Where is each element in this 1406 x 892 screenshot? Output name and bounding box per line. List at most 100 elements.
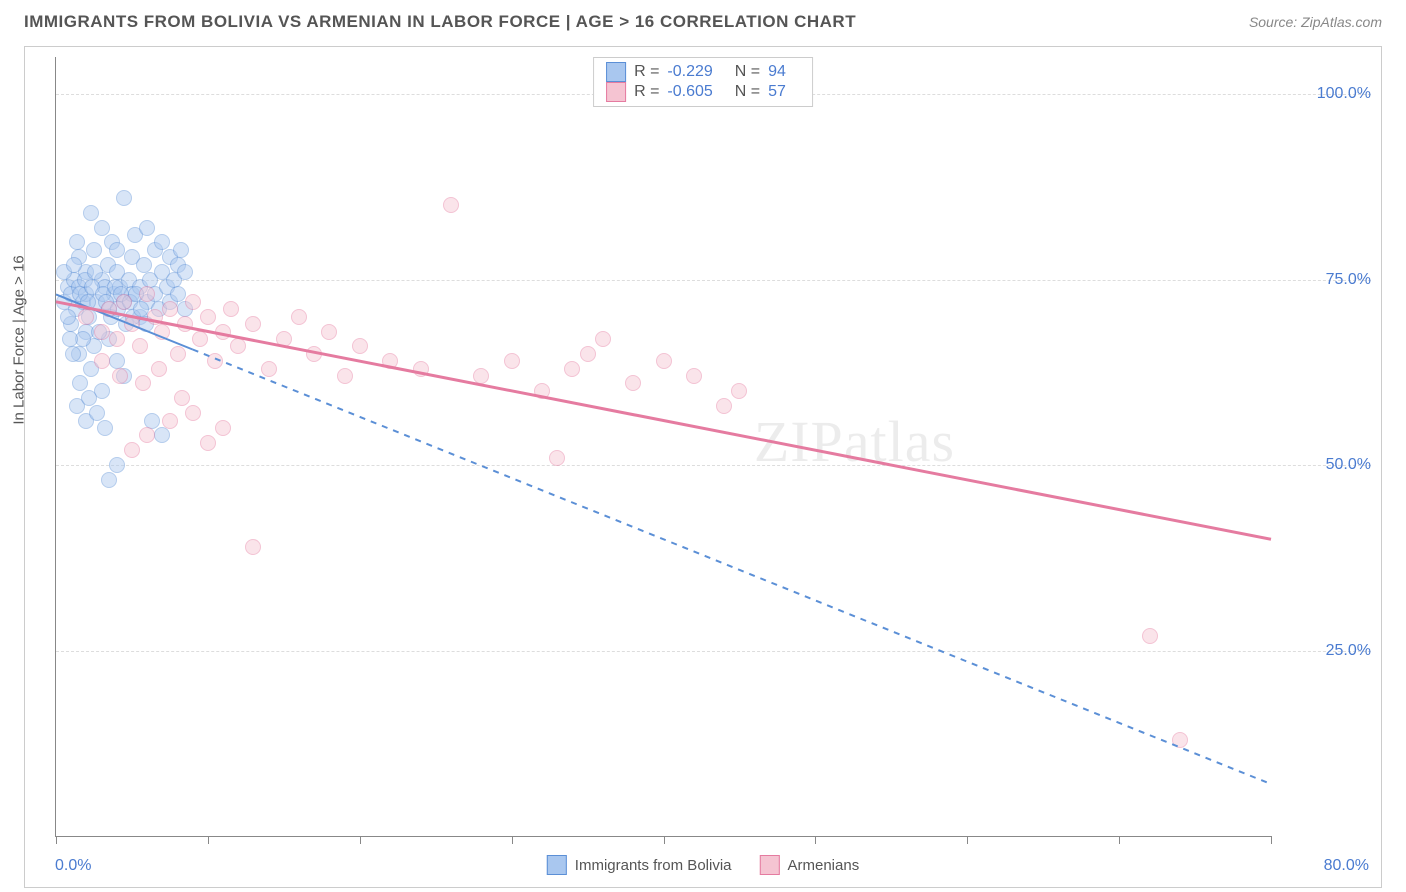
scatter-point: [147, 309, 163, 325]
scatter-point: [65, 346, 81, 362]
scatter-point: [413, 361, 429, 377]
stat-value: 94: [768, 63, 786, 81]
y-tick-label: 75.0%: [1326, 271, 1371, 289]
legend-row: R = -0.229 N = 94: [606, 62, 800, 82]
scatter-point: [60, 309, 76, 325]
stat-label: N =: [735, 63, 760, 81]
scatter-point: [534, 383, 550, 399]
scatter-point: [1142, 628, 1158, 644]
scatter-point: [86, 242, 102, 258]
plot-area: ZIPatlas 25.0%50.0%75.0%100.0%: [55, 57, 1271, 837]
x-tick: [512, 836, 513, 844]
scatter-point: [207, 353, 223, 369]
x-tick-label: 0.0%: [55, 857, 91, 875]
header: IMMIGRANTS FROM BOLIVIA VS ARMENIAN IN L…: [0, 0, 1406, 40]
scatter-point: [174, 390, 190, 406]
x-tick: [56, 836, 57, 844]
swatch-icon: [606, 82, 626, 102]
scatter-point: [656, 353, 672, 369]
stat-label: R =: [634, 63, 659, 81]
legend-bottom: Immigrants from Bolivia Armenians: [547, 855, 859, 875]
scatter-point: [185, 405, 201, 421]
scatter-point: [94, 324, 110, 340]
swatch-icon: [606, 62, 626, 82]
scatter-point: [72, 375, 88, 391]
scatter-point: [215, 324, 231, 340]
scatter-point: [306, 346, 322, 362]
scatter-point: [177, 264, 193, 280]
scatter-point: [223, 301, 239, 317]
scatter-point: [112, 368, 128, 384]
scatter-point: [200, 309, 216, 325]
gridline: [56, 651, 1371, 652]
scatter-point: [473, 368, 489, 384]
scatter-point: [443, 197, 459, 213]
scatter-point: [124, 316, 140, 332]
scatter-point: [139, 286, 155, 302]
stat-label: N =: [735, 83, 760, 101]
stat-value: -0.605: [667, 83, 712, 101]
y-tick-label: 100.0%: [1317, 85, 1371, 103]
x-tick: [1119, 836, 1120, 844]
scatter-point: [170, 346, 186, 362]
scatter-point: [504, 353, 520, 369]
legend-item: Armenians: [760, 855, 860, 875]
legend-row: R = -0.605 N = 57: [606, 82, 800, 102]
scatter-point: [69, 234, 85, 250]
scatter-point: [549, 450, 565, 466]
scatter-point: [116, 190, 132, 206]
legend-top: R = -0.229 N = 94 R = -0.605 N = 57: [593, 57, 813, 107]
scatter-point: [321, 324, 337, 340]
scatter-point: [75, 331, 91, 347]
y-tick-label: 50.0%: [1326, 456, 1371, 474]
scatter-point: [139, 220, 155, 236]
scatter-point: [731, 383, 747, 399]
scatter-point: [94, 220, 110, 236]
stat-value: -0.229: [667, 63, 712, 81]
chart-container: In Labor Force | Age > 16 ZIPatlas 25.0%…: [24, 46, 1382, 888]
scatter-point: [173, 242, 189, 258]
x-tick: [360, 836, 361, 844]
scatter-point: [109, 353, 125, 369]
scatter-point: [686, 368, 702, 384]
scatter-point: [101, 472, 117, 488]
scatter-point: [291, 309, 307, 325]
legend-label: Immigrants from Bolivia: [575, 857, 732, 874]
scatter-point: [170, 286, 186, 302]
source-label: Source: ZipAtlas.com: [1249, 14, 1382, 30]
scatter-point: [151, 361, 167, 377]
scatter-point: [200, 435, 216, 451]
x-tick: [1271, 836, 1272, 844]
scatter-point: [144, 413, 160, 429]
scatter-point: [352, 338, 368, 354]
scatter-point: [595, 331, 611, 347]
scatter-point: [215, 420, 231, 436]
chart-title: IMMIGRANTS FROM BOLIVIA VS ARMENIAN IN L…: [24, 12, 856, 32]
scatter-point: [109, 331, 125, 347]
scatter-point: [101, 301, 117, 317]
legend-item: Immigrants from Bolivia: [547, 855, 732, 875]
scatter-point: [109, 457, 125, 473]
scatter-point: [162, 301, 178, 317]
scatter-point: [62, 331, 78, 347]
scatter-point: [154, 234, 170, 250]
scatter-point: [78, 309, 94, 325]
scatter-point: [276, 331, 292, 347]
trend-lines: [56, 57, 1271, 836]
y-axis-label: In Labor Force | Age > 16: [11, 255, 28, 424]
x-tick: [664, 836, 665, 844]
scatter-point: [625, 375, 641, 391]
scatter-point: [162, 413, 178, 429]
scatter-point: [192, 331, 208, 347]
scatter-point: [124, 442, 140, 458]
scatter-point: [135, 375, 151, 391]
scatter-point: [87, 264, 103, 280]
scatter-point: [245, 539, 261, 555]
scatter-point: [139, 427, 155, 443]
scatter-point: [564, 361, 580, 377]
scatter-point: [337, 368, 353, 384]
scatter-point: [154, 324, 170, 340]
scatter-point: [185, 294, 201, 310]
scatter-point: [132, 338, 148, 354]
scatter-point: [716, 398, 732, 414]
